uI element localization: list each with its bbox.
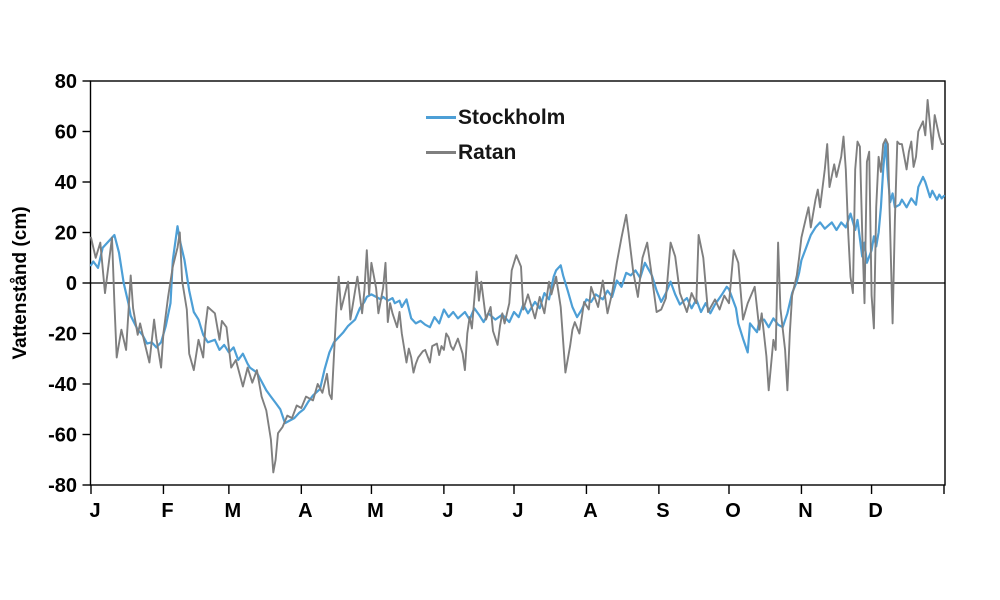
month-label: M — [367, 500, 384, 522]
ratan-line-swatch — [426, 151, 456, 154]
legend-item-stockholm: Stockholm — [426, 100, 565, 135]
month-label: J — [512, 500, 523, 522]
y-tick-label: 80 — [55, 71, 77, 93]
month-label: A — [583, 500, 597, 522]
y-axis-title: Vattenstånd (cm) — [10, 206, 31, 360]
ratan-series-line — [90, 98, 945, 474]
legend-label-stockholm: Stockholm — [458, 105, 566, 129]
y-tick-label: 60 — [55, 122, 77, 144]
legend-label-ratan: Ratan — [458, 140, 517, 164]
stockholm-line-swatch — [426, 116, 456, 119]
legend: Stockholm Ratan — [426, 100, 565, 170]
month-label: M — [225, 500, 242, 522]
month-label: D — [868, 500, 882, 522]
legend-item-ratan: Ratan — [426, 135, 565, 170]
month-label: A — [298, 500, 312, 522]
y-tick-label: 20 — [55, 223, 77, 245]
month-label: F — [161, 500, 173, 522]
y-tick-label: -20 — [48, 324, 77, 346]
y-tick-label: -60 — [48, 425, 77, 447]
month-label: N — [798, 500, 812, 522]
y-tick-label: 40 — [55, 172, 77, 194]
stockholm-series-line — [89, 140, 946, 425]
month-label: O — [725, 500, 741, 522]
y-tick-label: 0 — [66, 273, 77, 295]
month-label: J — [442, 500, 453, 522]
y-tick-label: -40 — [48, 374, 77, 396]
month-label: S — [656, 500, 669, 522]
month-label: J — [89, 500, 100, 522]
y-tick-label: -80 — [48, 475, 77, 497]
